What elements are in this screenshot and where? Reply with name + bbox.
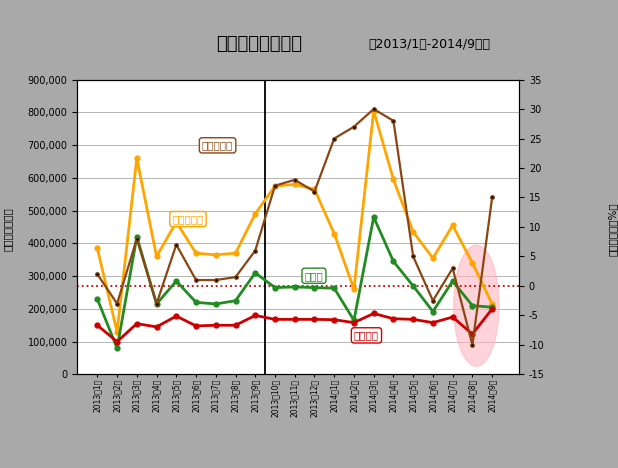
Text: 国内新車販売推移: 国内新車販売推移 [216,36,303,53]
Ellipse shape [454,245,499,366]
Text: 総販売台数: 総販売台数 [172,214,203,224]
Text: 登録車: 登録車 [305,271,323,281]
Text: 軽自動車: 軽自動車 [354,330,379,340]
Text: 前年同月比: 前年同月比 [202,140,233,150]
Text: （2013/1月-2014/9月）: （2013/1月-2014/9月） [368,38,491,51]
Text: 前年同月比（%）: 前年同月比（%） [608,203,618,256]
Text: 販売台数（台）: 販売台数（台） [3,207,13,251]
